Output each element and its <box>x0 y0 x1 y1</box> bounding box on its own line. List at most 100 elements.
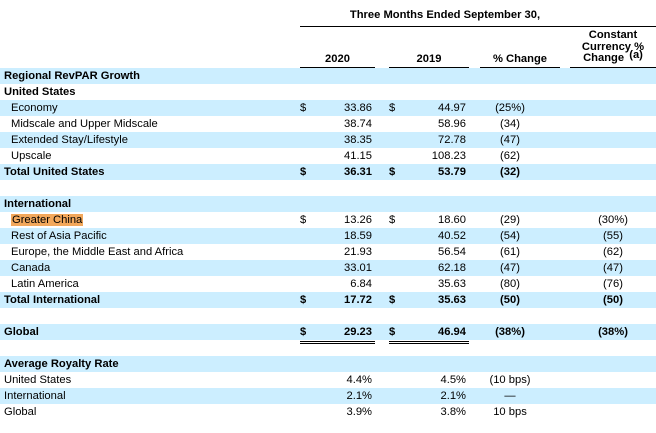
pct-change: (62) <box>500 150 520 162</box>
pct-change: (34) <box>500 118 520 130</box>
value-2020: 6.84 <box>350 278 372 290</box>
value-2019: 44.97 <box>438 102 466 114</box>
pct-change: (25%) <box>495 102 525 114</box>
col-underline-2020 <box>300 67 375 68</box>
royalty-section-row: Average Royalty Rate <box>0 356 656 372</box>
global-row: Global $ 29.23 $ 46.94 (38%) (38%) <box>0 324 656 340</box>
global-double-underline-2019-b <box>389 343 469 344</box>
table-row: Economy $ 33.86 $ 44.97 (25%) <box>0 100 656 116</box>
pct-change: 10 bps <box>493 406 527 418</box>
currency-symbol: $ <box>389 326 396 338</box>
row-label: Rest of Asia Pacific <box>11 230 107 242</box>
intl-title: International <box>4 198 72 210</box>
currency-symbol: $ <box>300 294 307 306</box>
period-header: Three Months Ended September 30, <box>349 9 541 21</box>
currency-symbol: $ <box>300 166 307 178</box>
row-label: Extended Stay/Lifestyle <box>11 134 128 146</box>
cc-change: (30%) <box>598 214 628 226</box>
us-title: United States <box>4 86 76 98</box>
pct-change: — <box>504 390 516 402</box>
value-2019: 35.63 <box>438 294 466 306</box>
table-row: Upscale 41.15 108.23 (62) <box>0 148 656 164</box>
currency-symbol: $ <box>300 326 307 338</box>
value-2019: 72.78 <box>438 134 466 146</box>
total-us-row: Total United States $ 36.31 $ 53.79 (32) <box>0 164 656 180</box>
value-2020: 2.1% <box>346 390 373 402</box>
value-2020: 21.93 <box>344 246 372 258</box>
cc-change: (38%) <box>598 326 628 338</box>
currency-symbol: $ <box>389 294 396 306</box>
pct-change: (32) <box>500 166 520 178</box>
pct-change: (47) <box>500 262 520 274</box>
value-2019: 108.23 <box>431 150 466 162</box>
global-double-underline-2019-a <box>389 341 469 342</box>
highlighted-label: Greater China <box>11 214 84 226</box>
value-2020: 29.23 <box>344 326 372 338</box>
currency-symbol: $ <box>389 166 396 178</box>
value-2020: 41.15 <box>344 150 372 162</box>
pct-change: (80) <box>500 278 520 290</box>
value-2020: 3.9% <box>346 406 373 418</box>
header-cc-footnote: (a) <box>629 49 643 61</box>
cc-change: (47) <box>603 262 623 274</box>
value-2019: 4.5% <box>440 374 467 386</box>
intl-section-row: International <box>0 196 656 212</box>
value-2019: 2.1% <box>440 390 467 402</box>
value-2020: 4.4% <box>346 374 373 386</box>
col-underline-2019 <box>389 67 469 68</box>
value-2020: 36.31 <box>344 166 372 178</box>
royalty-title: Average Royalty Rate <box>4 358 119 370</box>
header-cc-line2: Currency % <box>581 41 645 53</box>
table-row: United States 4.4% 4.5% (10 bps) <box>0 372 656 388</box>
value-2019: 40.52 <box>438 230 466 242</box>
header-2020: 2020 <box>325 53 350 65</box>
cc-change: (76) <box>603 278 623 290</box>
value-2019: 56.54 <box>438 246 466 258</box>
value-2019: 62.18 <box>438 262 466 274</box>
row-label: Global <box>4 326 39 338</box>
row-label: Greater China <box>11 212 84 228</box>
row-label: Latin America <box>11 278 79 290</box>
table-row: International 2.1% 2.1% — <box>0 388 656 404</box>
pct-change: (50) <box>500 294 520 306</box>
table-row: Europe, the Middle East and Africa 21.93… <box>0 244 656 260</box>
col-underline-cc <box>570 67 656 68</box>
table-row: Greater China $ 13.26 $ 18.60 (29) (30%) <box>0 212 656 228</box>
row-label: United States <box>4 374 72 386</box>
currency-symbol: $ <box>389 102 396 114</box>
cc-change: (62) <box>603 246 623 258</box>
col-underline-pct <box>480 67 560 68</box>
value-2020: 38.74 <box>344 118 372 130</box>
header-cc-line3-text: Change <box>583 52 625 64</box>
row-label: Europe, the Middle East and Africa <box>11 246 184 258</box>
row-label: Canada <box>11 262 51 274</box>
table-row: Global 3.9% 3.8% 10 bps <box>0 404 656 420</box>
cc-change: (50) <box>603 294 623 306</box>
value-2020: 33.01 <box>344 262 372 274</box>
table-row: Extended Stay/Lifestyle 38.35 72.78 (47) <box>0 132 656 148</box>
us-section-row: United States <box>0 84 656 100</box>
value-2019: 18.60 <box>438 214 466 226</box>
row-label: International <box>4 390 66 402</box>
row-label: Total United States <box>4 166 105 178</box>
value-2020: 38.35 <box>344 134 372 146</box>
header-cc-line1: Constant <box>588 29 638 41</box>
header-2019: 2019 <box>416 53 442 65</box>
currency-symbol: $ <box>300 214 307 226</box>
global-double-underline-2020-b <box>300 343 375 344</box>
row-label: Midscale and Upper Midscale <box>11 118 158 130</box>
value-2019: 53.79 <box>438 166 466 178</box>
value-2020: 17.72 <box>344 294 372 306</box>
pct-change: (10 bps) <box>489 374 531 386</box>
pct-change: (61) <box>500 246 520 258</box>
row-label: Economy <box>11 102 58 114</box>
pct-change: (47) <box>500 134 520 146</box>
row-label: Total International <box>4 294 101 306</box>
table-row: Rest of Asia Pacific 18.59 40.52 (54) (5… <box>0 228 656 244</box>
table-row: Latin America 6.84 35.63 (80) (76) <box>0 276 656 292</box>
revpar-title: Regional RevPAR Growth <box>4 70 140 82</box>
total-intl-row: Total International $ 17.72 $ 35.63 (50)… <box>0 292 656 308</box>
currency-symbol: $ <box>300 102 307 114</box>
cc-change: (55) <box>603 230 623 242</box>
currency-symbol: $ <box>389 214 396 226</box>
